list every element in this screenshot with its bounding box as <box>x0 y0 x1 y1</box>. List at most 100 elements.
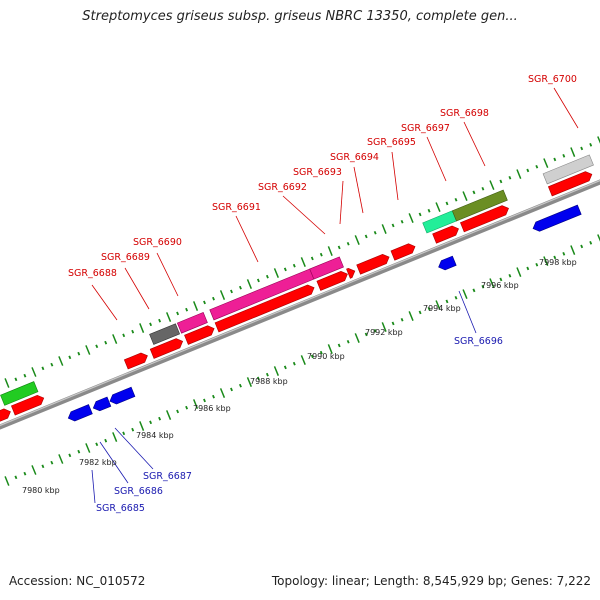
minor-tick <box>526 168 530 173</box>
minor-tick <box>256 376 260 381</box>
minor-tick <box>499 179 503 184</box>
gene-SGR_6686[interactable] <box>91 396 112 413</box>
minor-tick <box>472 288 476 293</box>
gene-label[interactable]: SGR_6690 <box>133 237 182 248</box>
major-tick <box>462 191 468 201</box>
major-tick <box>435 300 441 310</box>
minor-tick <box>41 464 45 469</box>
gene-SGR_6690-body[interactable] <box>184 324 216 345</box>
axis-tick-label: 7990 kbp <box>307 352 345 361</box>
minor-tick <box>508 175 512 180</box>
minor-tick <box>562 153 566 158</box>
major-tick <box>112 334 118 344</box>
gene-label[interactable]: SGR_6687 <box>143 471 192 482</box>
major-tick <box>58 454 64 464</box>
minor-tick <box>508 273 512 278</box>
major-tick <box>85 443 91 453</box>
gene-SGR_6694[interactable] <box>356 252 391 275</box>
minor-tick <box>203 300 206 305</box>
major-tick <box>327 246 333 256</box>
minor-tick <box>158 318 162 323</box>
minor-tick <box>131 329 135 334</box>
major-tick <box>543 158 549 168</box>
minor-tick <box>553 157 557 162</box>
gene-green-top[interactable] <box>0 381 39 406</box>
gene-label[interactable]: SGR_6697 <box>401 123 450 134</box>
minor-tick <box>256 278 260 283</box>
reverse-gene-labels: SGR_6685 SGR_6686 SGR_6687 SGR_6696 <box>96 336 503 514</box>
gene-SGR_6688[interactable] <box>123 351 149 370</box>
gene-SGR_6689-body[interactable] <box>149 337 184 359</box>
minor-tick <box>526 266 530 271</box>
gene-label[interactable]: SGR_6694 <box>330 152 379 163</box>
gene-label[interactable]: SGR_6688 <box>68 268 117 279</box>
major-tick <box>435 202 441 212</box>
gene-SGR_6684b[interactable] <box>10 393 45 416</box>
gene-SGR_6687[interactable] <box>108 386 136 406</box>
gene-SGR_6697-body[interactable] <box>432 224 461 244</box>
gene-SGR_6696[interactable] <box>437 255 457 272</box>
major-tick <box>570 245 576 255</box>
gene-SGR_6692[interactable] <box>309 256 344 280</box>
gene-label[interactable]: SGR_6693 <box>293 167 342 178</box>
gene-SGR_6690[interactable] <box>176 312 208 334</box>
minor-tick <box>310 354 314 359</box>
minor-tick <box>283 267 287 272</box>
axis-tick-label: 7998 kbp <box>539 258 577 267</box>
genome-backbone <box>0 179 600 430</box>
gene-SGR_6684[interactable] <box>0 407 12 427</box>
gene-label[interactable]: SGR_6700 <box>528 74 577 85</box>
axis-tick-label: 7988 kbp <box>250 377 288 386</box>
minor-tick <box>185 405 189 410</box>
gene-SGR_6693b[interactable] <box>346 266 357 279</box>
forward-tick-track <box>4 136 600 388</box>
major-tick <box>489 278 495 288</box>
minor-tick <box>104 438 108 443</box>
minor-tick <box>364 332 368 337</box>
gene-SGR_6700[interactable] <box>542 154 594 185</box>
gene-label[interactable]: SGR_6696 <box>454 336 503 347</box>
gene-SGR_6695[interactable] <box>390 242 417 261</box>
gene-SGR_6692-body[interactable] <box>214 283 316 333</box>
major-tick <box>139 323 145 333</box>
gene-SGR_6698[interactable] <box>451 189 508 222</box>
major-tick <box>166 312 172 322</box>
minor-tick <box>535 164 539 169</box>
gene-label[interactable]: SGR_6695 <box>367 137 416 148</box>
minor-tick <box>454 295 458 300</box>
gene-label[interactable]: SGR_6698 <box>440 108 489 119</box>
minor-tick <box>50 362 54 367</box>
gene-SGR_6693[interactable] <box>316 269 349 291</box>
gene-label[interactable]: SGR_6689 <box>101 252 150 263</box>
minor-tick <box>149 322 153 327</box>
minor-tick <box>158 416 162 421</box>
major-tick <box>543 256 549 266</box>
gene-SGR_6698-body[interactable] <box>459 204 510 233</box>
minor-tick <box>203 398 206 403</box>
gene-label[interactable]: SGR_6691 <box>212 202 261 213</box>
minor-tick <box>373 230 377 235</box>
major-tick <box>193 399 199 409</box>
major-tick <box>381 322 387 332</box>
gene-label[interactable]: SGR_6692 <box>258 182 307 193</box>
gene-label[interactable]: SGR_6685 <box>96 503 145 514</box>
major-tick <box>273 268 279 278</box>
major-tick <box>462 289 468 299</box>
minor-tick <box>454 197 458 202</box>
minor-tick <box>212 394 215 399</box>
major-tick <box>516 267 522 277</box>
minor-tick <box>95 344 99 349</box>
gene-SGR_6685[interactable] <box>66 404 93 423</box>
minor-tick <box>68 453 72 458</box>
axis-tick-labels: 7980 kbp 7982 kbp 7984 kbp 7986 kbp 7988… <box>22 258 577 495</box>
major-tick <box>516 169 522 179</box>
gene-SGR_6699[interactable] <box>531 204 582 233</box>
gene-label[interactable]: SGR_6686 <box>114 486 163 497</box>
minor-tick <box>427 208 431 213</box>
major-tick <box>246 279 252 289</box>
minor-tick <box>77 351 81 356</box>
gene-SGR_6689[interactable] <box>149 323 181 345</box>
axis-tick-label: 7984 kbp <box>136 431 174 440</box>
gene-SGR_6700-body[interactable] <box>547 170 593 197</box>
minor-tick <box>95 442 99 447</box>
